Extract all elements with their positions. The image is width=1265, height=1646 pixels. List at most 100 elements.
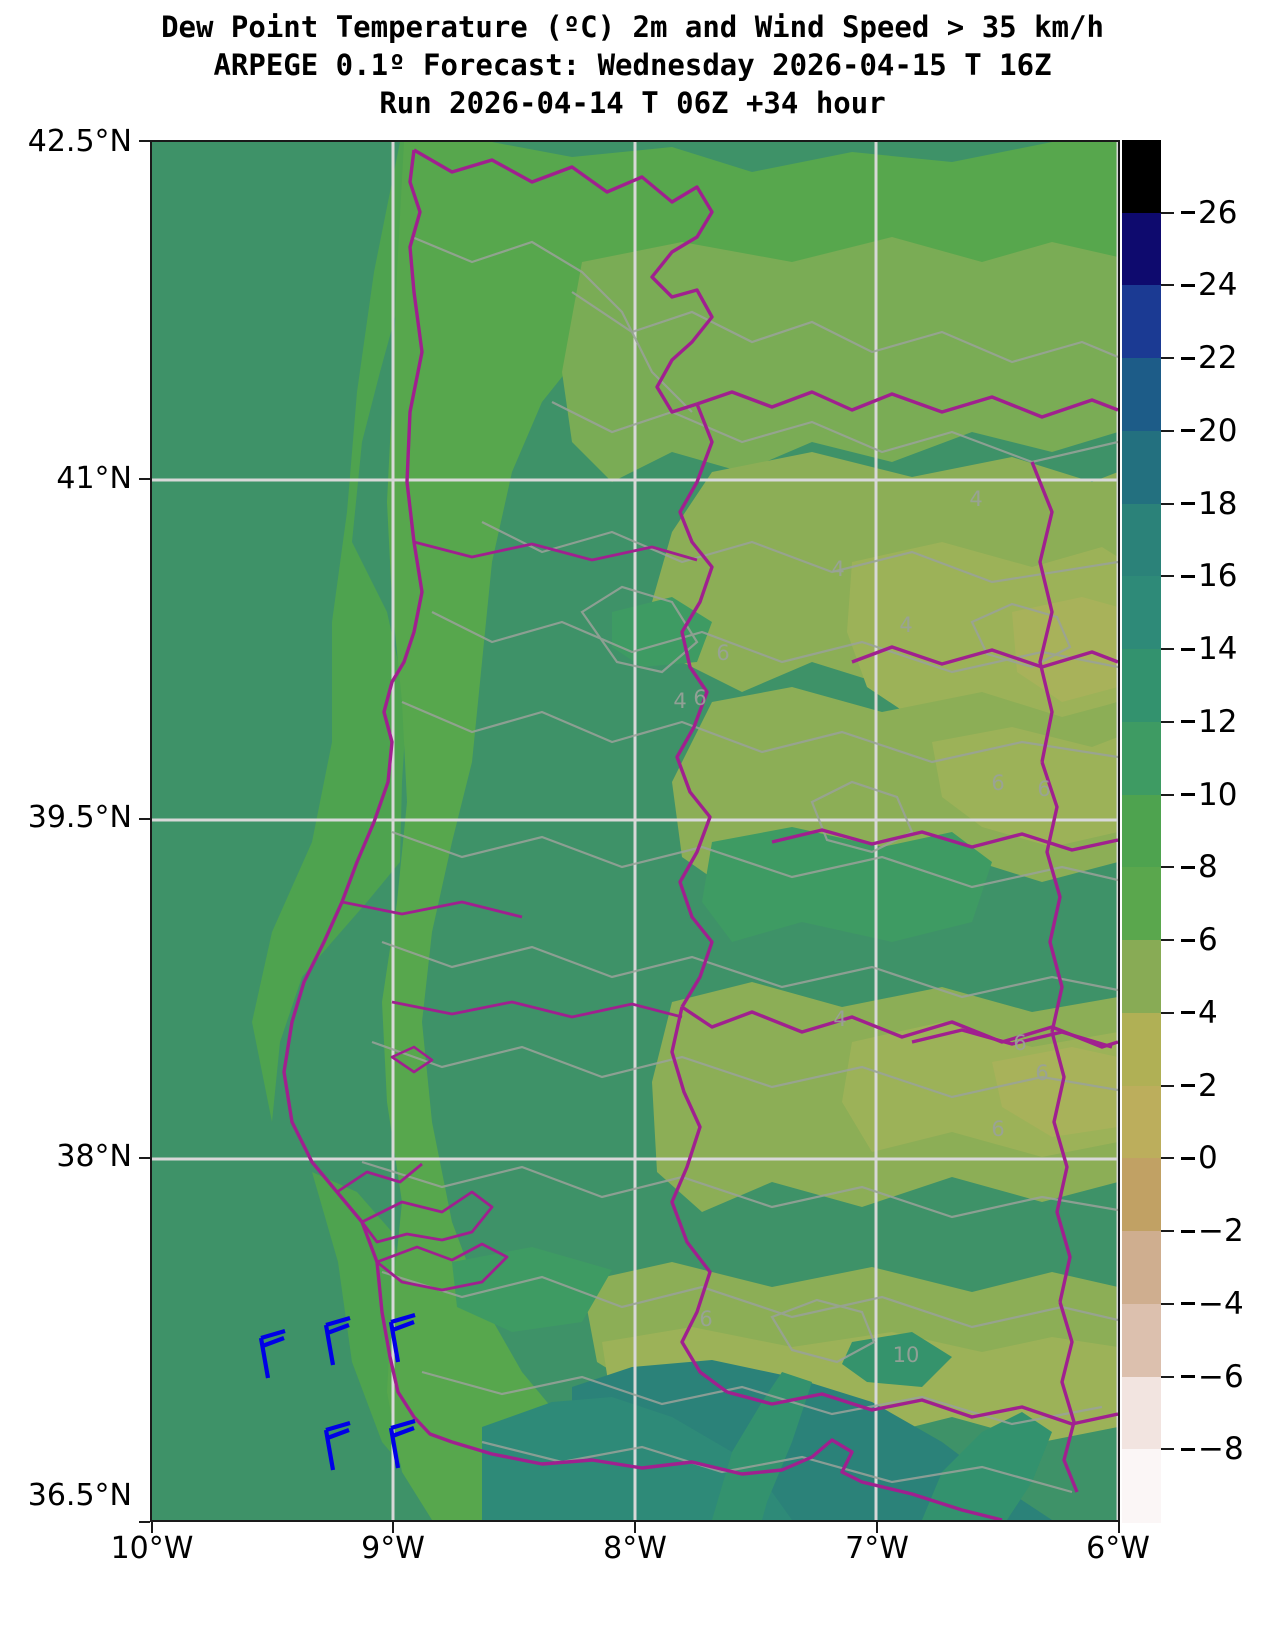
colorbar-label--2: −2 (1198, 1213, 1244, 1250)
isotherm-contours (361, 235, 1118, 1494)
ytick-mark-39-5 (139, 818, 150, 820)
contour-label: 10 (893, 1343, 920, 1367)
colorbar-band-0-2 (1122, 1085, 1161, 1159)
colorbar-label-22: 22 (1198, 340, 1238, 377)
xtick-label-6w: 6°W (1086, 1531, 1150, 1566)
contour-label: 6 (693, 686, 706, 710)
colorbar-band-18-20 (1122, 430, 1161, 505)
ytick-label-36-5: 36.5°N (27, 1478, 132, 1513)
colorbar-tick-dash-4 (1181, 1011, 1195, 1015)
contour-label: 4 (673, 689, 686, 713)
xtick-label-10w: 10°W (110, 1531, 194, 1566)
colorbar-band-14-16 (1122, 576, 1161, 650)
colorbar-tick--6 (1161, 1375, 1174, 1378)
title-line-2: ARPEGE 0.1º Forecast: Wednesday 2026-04-… (213, 48, 1052, 82)
colorbar-label--4: −4 (1198, 1285, 1244, 1322)
colorbar-band--2-0 (1122, 1158, 1161, 1232)
colorbar-label-4: 4 (1198, 994, 1218, 1031)
colorbar-tick-16 (1161, 575, 1174, 578)
map-plot-area[interactable]: 4 4 4 6 4 6 6 6 4 6 6 6 6 10 (150, 140, 1120, 1522)
colorbar-band-12-14 (1122, 649, 1161, 723)
colorbar-tick-dash-16 (1181, 574, 1195, 578)
colorbar-tick-8 (1161, 866, 1174, 869)
ytick-label-41: 41°N (56, 461, 132, 496)
colorbar-label-14: 14 (1198, 631, 1238, 668)
colorbar-tick--2 (1161, 1230, 1174, 1233)
colorbar-tick-dash--6 (1181, 1375, 1195, 1379)
contour-label: 6 (1037, 777, 1050, 801)
colorbar-tick-4 (1161, 1011, 1174, 1014)
xtick-label-8w: 8°W (603, 1531, 667, 1566)
colorbar-band--6--4 (1122, 1303, 1161, 1378)
colorbar-label-12: 12 (1198, 703, 1238, 740)
xtick-mark-9w (392, 1522, 394, 1533)
colorbar-tick-dash-12 (1181, 720, 1195, 724)
colorbar-band-22-24 (1122, 285, 1161, 359)
colorbar-tick-22 (1161, 357, 1174, 360)
colorbar-tick-dash-18 (1181, 502, 1195, 506)
colorbar-tick-dash-8 (1181, 865, 1195, 869)
contour-label: 6 (1013, 1031, 1026, 1055)
colorbar-label--6: −6 (1198, 1358, 1244, 1395)
colorbar-tick-dash-10 (1181, 793, 1195, 797)
colorbar[interactable]: 26 24 22 20 18 16 14 12 10 8 6 4 2 0 −2 −4 −6 −8 (1122, 140, 1244, 1523)
colorbar-band-10-12 (1122, 721, 1161, 796)
colorbar-label-6: 6 (1198, 922, 1218, 959)
colorbar-band--4--2 (1122, 1231, 1161, 1305)
colorbar-tick-14 (1161, 648, 1174, 651)
colorbar-tick-dash-26 (1181, 211, 1195, 215)
colorbar-band-2-4 (1122, 1012, 1161, 1087)
colorbar-label-8: 8 (1198, 849, 1218, 886)
colorbar-tick--8 (1161, 1448, 1174, 1451)
ytick-label-39-5: 39.5°N (27, 800, 132, 835)
colorbar-tick-18 (1161, 502, 1174, 505)
contour-label: 4 (899, 613, 912, 637)
colorbar-label--8: −8 (1198, 1431, 1244, 1468)
ytick-label-42-5: 42.5°N (27, 124, 132, 159)
colorbar-tick-dash-20 (1181, 429, 1195, 433)
colorbar-label-20: 20 (1198, 412, 1238, 449)
colorbar-band-26-28 (1122, 140, 1161, 214)
colorbar-tick-6 (1161, 939, 1174, 942)
contour-label: 6 (1035, 1061, 1048, 1085)
colorbar-tick--4 (1161, 1302, 1174, 1305)
title-line-3: Run 2026-04-14 T 06Z +34 hour (379, 86, 886, 120)
ytick-mark-36-5 (139, 1521, 150, 1523)
contour-label: 4 (969, 487, 982, 511)
ytick-mark-38 (139, 1157, 150, 1159)
colorbar-label-10: 10 (1198, 776, 1238, 813)
colorbar-label-24: 24 (1198, 267, 1238, 304)
colorbar-tick-dash-0 (1181, 1156, 1195, 1160)
colorbar-tick-dash--8 (1181, 1447, 1195, 1451)
contour-label: 6 (699, 1307, 712, 1331)
xtick-mark-8w (634, 1522, 636, 1533)
colorbar-band--8--6 (1122, 1376, 1161, 1450)
xtick-mark-7w (876, 1522, 878, 1533)
colorbar-label-16: 16 (1198, 558, 1238, 595)
colorbar-label-2: 2 (1198, 1067, 1218, 1104)
colorbar-tick-dash-6 (1181, 938, 1195, 942)
colorbar-label-26: 26 (1198, 194, 1238, 231)
ytick-label-38: 38°N (56, 1139, 132, 1174)
colorbar-band-6-8 (1122, 867, 1161, 941)
chart-title-block: Dew Point Temperature (ºC) 2m and Wind S… (0, 8, 1265, 122)
administrative-borders (282, 148, 1118, 1520)
colorbar-band-16-18 (1122, 503, 1161, 577)
temperature-contour-fills (252, 142, 1118, 1520)
xtick-mark-6w (1118, 1522, 1120, 1533)
map-gridlines (152, 142, 1118, 1520)
contour-label: 4 (831, 557, 844, 581)
colorbar-band-8-10 (1122, 794, 1161, 868)
colorbar-tick-dash-14 (1181, 647, 1195, 651)
colorbar-band-24-26 (1122, 212, 1161, 287)
colorbar-band-20-22 (1122, 358, 1161, 432)
contour-label: 6 (991, 1117, 1004, 1141)
colorbar-label-18: 18 (1198, 485, 1238, 522)
colorbar-label-0: 0 (1198, 1140, 1218, 1177)
colorbar-tick-12 (1161, 720, 1174, 723)
colorbar-band--10--8 (1122, 1449, 1161, 1523)
xtick-mark-10w (151, 1522, 153, 1533)
colorbar-tick-dash--2 (1181, 1229, 1195, 1233)
xtick-label-9w: 9°W (361, 1531, 425, 1566)
